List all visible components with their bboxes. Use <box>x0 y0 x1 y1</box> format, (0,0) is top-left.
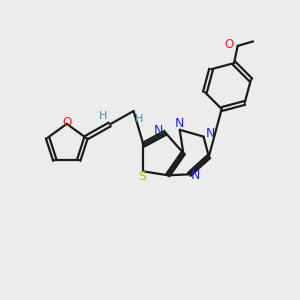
Text: O: O <box>225 38 234 51</box>
Text: N: N <box>191 169 200 182</box>
Text: H: H <box>99 111 107 121</box>
Text: S: S <box>138 170 146 183</box>
Text: H: H <box>135 114 143 124</box>
Text: O: O <box>62 116 71 129</box>
Text: N: N <box>206 127 215 140</box>
Text: N: N <box>153 124 163 137</box>
Text: N: N <box>175 117 184 130</box>
